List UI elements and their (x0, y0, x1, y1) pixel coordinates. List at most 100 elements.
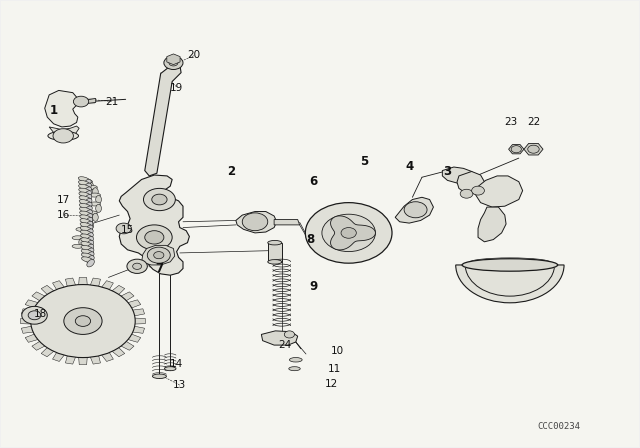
Polygon shape (167, 54, 180, 65)
Polygon shape (100, 281, 113, 292)
Ellipse shape (72, 236, 84, 240)
Circle shape (528, 145, 540, 153)
Text: 9: 9 (310, 280, 317, 293)
Circle shape (116, 223, 131, 234)
Circle shape (243, 213, 268, 231)
Ellipse shape (86, 229, 93, 237)
Ellipse shape (93, 213, 99, 221)
Ellipse shape (85, 210, 92, 217)
Circle shape (147, 247, 170, 263)
Ellipse shape (86, 244, 94, 252)
Circle shape (127, 259, 147, 273)
Polygon shape (331, 216, 376, 250)
Ellipse shape (80, 215, 92, 220)
Polygon shape (236, 211, 276, 233)
Ellipse shape (80, 219, 92, 224)
Text: 24: 24 (278, 340, 292, 350)
Polygon shape (442, 167, 476, 183)
Circle shape (341, 228, 356, 238)
Text: 18: 18 (35, 309, 47, 319)
Text: 16: 16 (57, 210, 70, 220)
Ellipse shape (79, 207, 92, 213)
Circle shape (74, 96, 89, 107)
Ellipse shape (89, 202, 100, 206)
Text: 8: 8 (307, 233, 315, 246)
Polygon shape (119, 175, 189, 275)
Ellipse shape (48, 131, 79, 140)
Text: 4: 4 (405, 159, 413, 172)
Circle shape (28, 311, 41, 320)
Ellipse shape (81, 241, 93, 247)
Ellipse shape (164, 367, 176, 370)
Polygon shape (473, 176, 523, 207)
Ellipse shape (88, 222, 93, 229)
Polygon shape (90, 353, 100, 364)
Polygon shape (65, 278, 76, 289)
Ellipse shape (86, 233, 93, 240)
Ellipse shape (86, 185, 97, 189)
Ellipse shape (84, 206, 92, 214)
Polygon shape (45, 90, 78, 127)
Polygon shape (32, 340, 47, 350)
Ellipse shape (289, 367, 300, 370)
Ellipse shape (81, 230, 92, 236)
Circle shape (305, 202, 392, 263)
Polygon shape (49, 126, 79, 137)
Polygon shape (25, 333, 41, 342)
Circle shape (404, 202, 427, 218)
Ellipse shape (79, 203, 92, 209)
Ellipse shape (76, 227, 88, 231)
Polygon shape (132, 318, 145, 324)
Text: 11: 11 (328, 364, 340, 374)
Ellipse shape (85, 221, 93, 229)
Ellipse shape (85, 217, 93, 225)
Polygon shape (130, 309, 145, 316)
Ellipse shape (72, 244, 84, 248)
Polygon shape (21, 309, 36, 316)
Text: 20: 20 (188, 50, 200, 60)
Text: 21: 21 (105, 97, 118, 107)
Text: 2: 2 (227, 165, 235, 178)
Ellipse shape (89, 193, 100, 197)
Ellipse shape (81, 253, 93, 258)
Ellipse shape (88, 182, 93, 190)
Polygon shape (141, 246, 175, 265)
Polygon shape (118, 340, 134, 350)
Ellipse shape (83, 230, 88, 238)
Polygon shape (20, 318, 34, 324)
Ellipse shape (79, 211, 92, 216)
Ellipse shape (79, 192, 91, 198)
Ellipse shape (84, 183, 92, 190)
Polygon shape (110, 285, 125, 296)
Polygon shape (52, 281, 66, 292)
Polygon shape (52, 350, 66, 362)
Text: 13: 13 (173, 380, 186, 390)
Polygon shape (79, 277, 88, 287)
Wedge shape (456, 265, 564, 303)
Ellipse shape (268, 260, 282, 264)
Text: 14: 14 (170, 359, 183, 369)
Ellipse shape (87, 259, 94, 267)
Circle shape (53, 129, 74, 143)
Circle shape (322, 214, 376, 252)
Text: 1: 1 (49, 104, 58, 117)
Circle shape (145, 231, 164, 244)
Polygon shape (90, 278, 100, 289)
Ellipse shape (79, 184, 90, 190)
Ellipse shape (289, 358, 302, 362)
Polygon shape (274, 220, 300, 225)
Circle shape (22, 306, 47, 324)
Circle shape (64, 308, 102, 334)
Polygon shape (145, 65, 181, 176)
Text: 6: 6 (310, 175, 317, 188)
Polygon shape (21, 326, 36, 333)
Ellipse shape (84, 179, 91, 187)
Text: 22: 22 (527, 116, 540, 127)
Ellipse shape (84, 191, 92, 198)
Ellipse shape (268, 241, 282, 245)
Ellipse shape (86, 211, 97, 215)
Ellipse shape (86, 237, 93, 244)
Polygon shape (79, 355, 88, 365)
Ellipse shape (86, 252, 94, 259)
Ellipse shape (81, 238, 93, 243)
